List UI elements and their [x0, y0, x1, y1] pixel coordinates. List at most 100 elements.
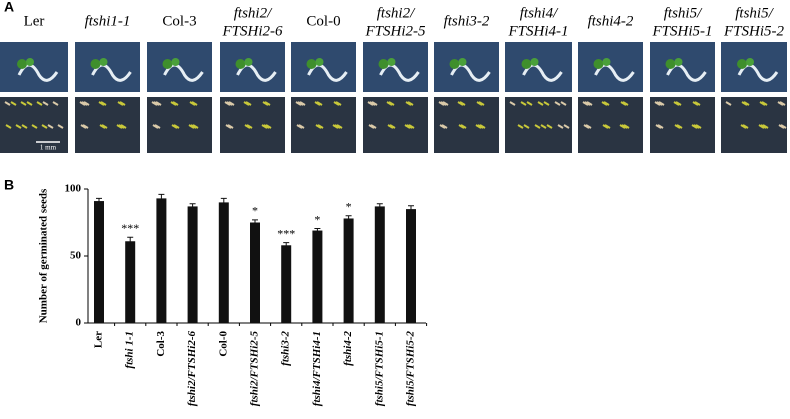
seed — [116, 124, 123, 129]
cotyledon — [602, 58, 611, 66]
seed — [190, 124, 197, 129]
seed — [333, 101, 340, 106]
seed-plate-photo — [75, 97, 140, 153]
seed — [245, 101, 252, 106]
seed — [388, 101, 395, 106]
seed — [225, 124, 232, 129]
y-tick-label: 0 — [76, 317, 82, 329]
genotype-label: ftshi5/ — [664, 5, 703, 21]
cotyledon — [521, 59, 532, 69]
seed — [691, 124, 698, 129]
seed — [31, 124, 38, 129]
cotyledon — [315, 58, 324, 66]
seed — [224, 101, 231, 106]
bar — [187, 206, 198, 323]
seed — [778, 124, 785, 129]
seed — [779, 101, 786, 106]
seed — [777, 101, 784, 106]
seed-plate-photo — [0, 97, 68, 153]
seed — [619, 124, 626, 129]
seed — [560, 101, 567, 106]
significance: *** — [121, 221, 139, 235]
seed — [441, 124, 448, 129]
seed — [386, 101, 393, 106]
seed — [151, 101, 158, 106]
genotype-label: ftshi3-2 — [444, 13, 490, 29]
cotyledon — [99, 58, 108, 66]
cotyledon — [17, 59, 27, 69]
seed — [155, 101, 162, 106]
seed — [118, 124, 125, 129]
bar — [312, 230, 323, 323]
x-tick-label: Col-3 — [155, 331, 167, 357]
seed — [458, 124, 465, 129]
seed — [623, 124, 630, 129]
cotyledon — [458, 58, 467, 66]
seed — [760, 124, 767, 129]
seed — [370, 124, 377, 129]
y-tick-label: 50 — [70, 250, 82, 262]
seed — [523, 124, 530, 129]
seed — [674, 124, 681, 129]
error-bar — [189, 203, 196, 210]
seed-plate-photo — [505, 97, 572, 153]
bar — [343, 218, 354, 323]
seed — [188, 124, 195, 129]
seed — [81, 101, 88, 106]
genotype-label: FTSHi4-1 — [508, 23, 569, 39]
seed — [82, 124, 89, 129]
genotype-label: Col-0 — [306, 13, 340, 29]
genotype-label: ftshi5/ — [735, 5, 774, 21]
seed-plate-photo — [291, 97, 356, 153]
cotyledon — [737, 59, 747, 69]
seed — [42, 101, 49, 106]
y-tick-label: 100 — [65, 183, 82, 195]
seed — [264, 101, 271, 106]
genotype-label: FTSHi2-5 — [365, 23, 427, 39]
seed — [80, 124, 87, 129]
seed — [478, 101, 485, 106]
panel-label: A — [4, 0, 14, 15]
cotyledon — [530, 58, 539, 66]
error-bar — [345, 215, 352, 222]
seed — [439, 124, 446, 129]
seed — [692, 101, 699, 106]
seed — [520, 101, 527, 106]
seed — [297, 101, 304, 106]
seed — [57, 124, 64, 129]
cotyledon — [387, 58, 396, 66]
cotyledon — [665, 59, 676, 69]
seed — [655, 124, 662, 129]
seed — [152, 124, 159, 129]
seed-plate-photo — [363, 97, 428, 153]
seed — [117, 101, 124, 106]
x-tick-label: ftshi 1-1 — [124, 331, 136, 369]
seed — [761, 101, 768, 106]
cotyledon — [244, 58, 253, 66]
seed — [189, 101, 196, 106]
cotyledon — [26, 58, 34, 66]
x-tick-label: ftshi4/FTSHi4-1 — [311, 331, 323, 406]
seed — [543, 101, 550, 106]
seed — [262, 101, 269, 106]
x-tick-label: ftshi3-2 — [280, 331, 292, 366]
seed — [26, 101, 33, 106]
x-tick-label: ftshi2/FTSHi2-5 — [249, 331, 261, 407]
seed — [741, 101, 748, 106]
seed — [154, 124, 161, 129]
seed — [101, 124, 108, 129]
significance: * — [314, 212, 320, 226]
seed — [334, 124, 341, 129]
genotype-label: ftshi4/ — [520, 5, 559, 21]
seed — [407, 101, 414, 106]
significance: *** — [277, 226, 295, 240]
seed — [153, 101, 160, 106]
seed — [317, 124, 324, 129]
seed — [170, 101, 177, 106]
seed — [367, 101, 374, 106]
genotype-label: ftshi2/ — [234, 5, 273, 21]
seed — [673, 101, 680, 106]
cotyledon — [171, 58, 180, 66]
seed — [83, 101, 90, 106]
genotype-label: ftshi1-1 — [85, 13, 131, 29]
